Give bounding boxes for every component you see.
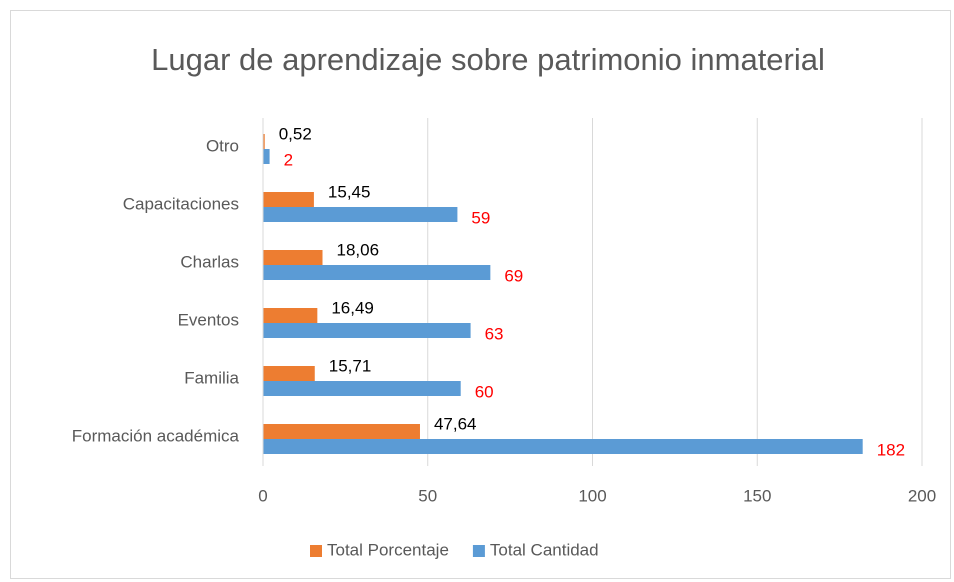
data-label: 60 (475, 382, 494, 401)
data-label: 0,52 (279, 124, 312, 143)
legend-swatch (472, 545, 485, 557)
y-tick-label: Eventos (178, 310, 239, 329)
bar (263, 265, 491, 280)
x-tick-label: 100 (578, 486, 606, 505)
y-tick-label: Otro (206, 136, 239, 155)
chart-border (10, 10, 951, 579)
data-label: 15,71 (329, 356, 372, 375)
bar (263, 149, 270, 164)
bar (263, 381, 461, 396)
bar (263, 207, 458, 222)
data-label: 18,06 (337, 240, 380, 259)
data-label: 16,49 (331, 298, 374, 317)
data-label: 59 (471, 208, 490, 227)
legend-label: Total Cantidad (490, 540, 599, 559)
x-tick-label: 50 (418, 486, 437, 505)
y-tick-label: Familia (184, 368, 239, 387)
x-tick-label: 200 (908, 486, 936, 505)
bar (263, 323, 471, 338)
legend-label: Total Porcentaje (327, 540, 449, 559)
bar (263, 250, 323, 265)
legend-swatch (310, 545, 322, 557)
chart-title: Lugar de aprendizaje sobre patrimonio in… (151, 42, 825, 77)
y-tick-label: Charlas (180, 252, 239, 271)
bar (263, 366, 315, 381)
data-label: 2 (284, 150, 293, 169)
data-label: 182 (877, 440, 905, 459)
data-label: 15,45 (328, 182, 371, 201)
y-tick-label: Capacitaciones (123, 194, 239, 213)
data-label: 69 (504, 266, 523, 285)
bar (263, 439, 863, 454)
x-tick-label: 0 (258, 486, 267, 505)
y-tick-label: Formación académica (72, 426, 240, 445)
data-label: 63 (485, 324, 504, 343)
bar (263, 424, 420, 439)
bar (263, 134, 265, 149)
data-label: 47,64 (434, 414, 477, 433)
bar (263, 192, 314, 207)
bar (263, 308, 318, 323)
x-tick-label: 150 (743, 486, 771, 505)
